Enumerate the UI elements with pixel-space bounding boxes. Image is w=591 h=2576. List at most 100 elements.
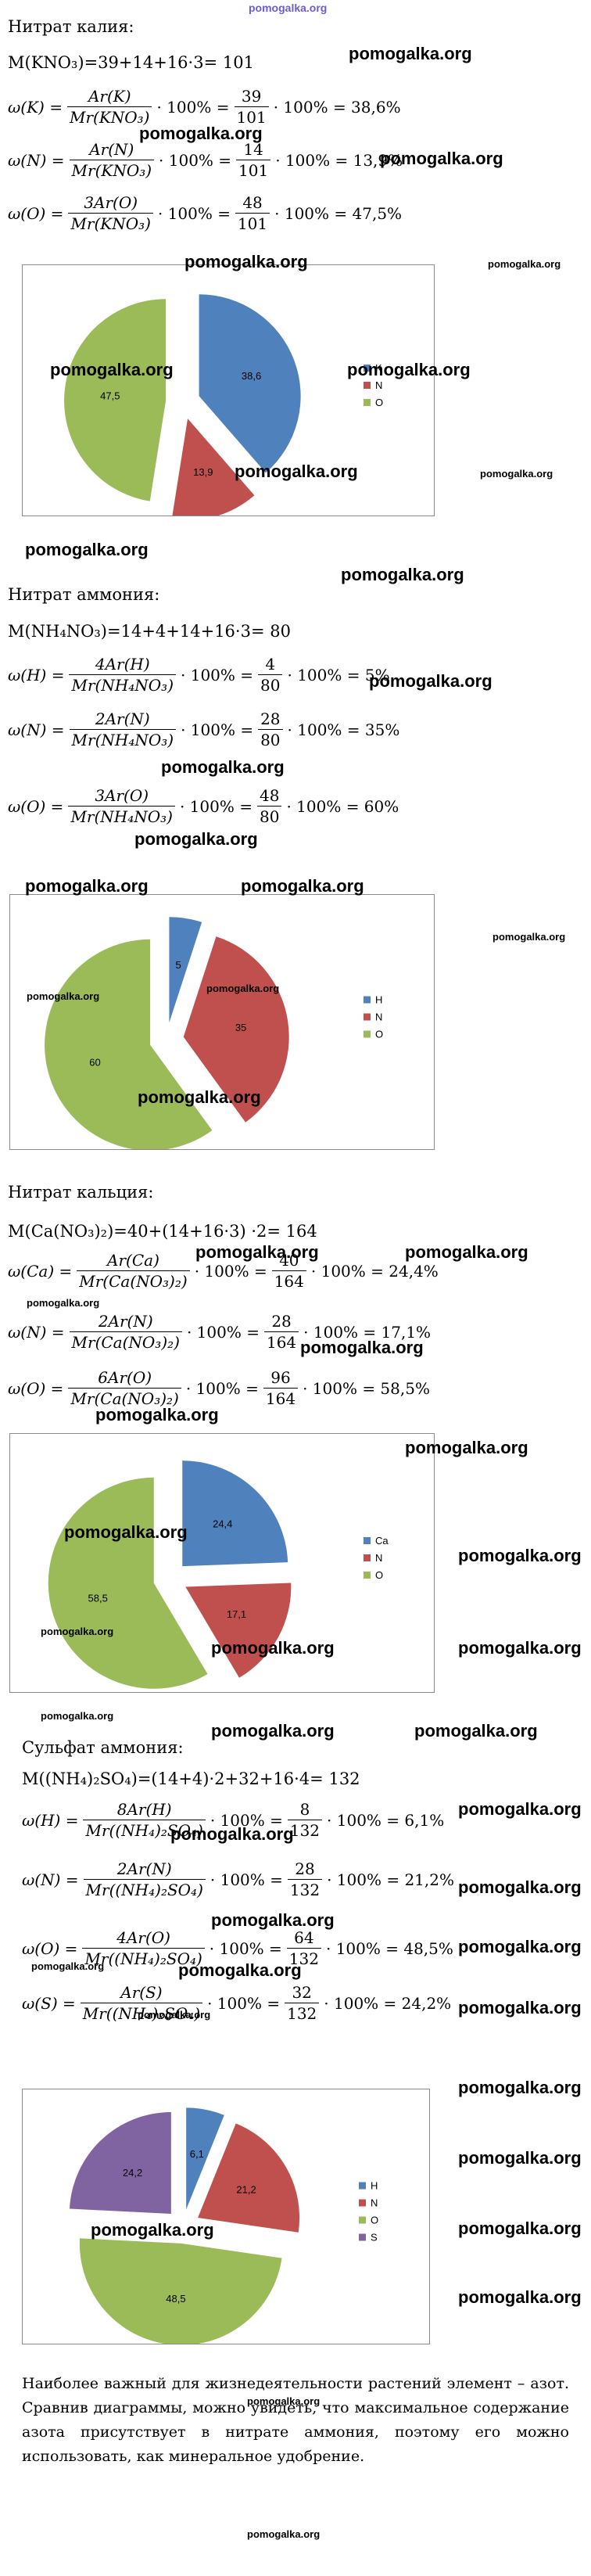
- fraction-denominator: Mr((NH₄)₂SO₄): [83, 1820, 206, 1841]
- watermark: pomogalka.org: [347, 360, 471, 379]
- formula-lhs: ω(Ca) =: [8, 1261, 73, 1281]
- fraction-numerator: Ar(S): [120, 1983, 163, 2002]
- fraction-denominator: 101: [236, 160, 271, 181]
- watermark: pomogalka.org: [369, 671, 492, 691]
- section-title: Сульфат аммония:: [22, 1738, 184, 1757]
- pie-slice-h: [186, 2107, 224, 2210]
- fraction-numerator: 14: [243, 140, 263, 159]
- fraction-denominator: Mr(Ca(NO₃)₂): [68, 1388, 181, 1409]
- formula-result: · 100% = 48,5%: [325, 1938, 453, 1958]
- formula-lhs: ω(N) =: [8, 150, 65, 170]
- watermark: pomogalka.org: [27, 990, 100, 1002]
- pie-data-label: 38,6: [242, 370, 261, 382]
- formula-result: · 100% = 24,2%: [324, 1993, 452, 2013]
- watermark: pomogalka.org: [458, 1998, 582, 2017]
- formula-result: · 100% = 60%: [286, 796, 399, 816]
- pie-slice-k: [199, 294, 301, 473]
- formula-result: · 100% = 58,5%: [303, 1378, 430, 1398]
- watermark: pomogalka.org: [91, 2220, 214, 2240]
- molar-mass: M(KNO₃)=39+14+16·3= 101: [8, 53, 254, 72]
- formula-result: · 100% = 5%: [287, 665, 390, 684]
- pie-slice-n: [185, 1583, 292, 1678]
- section-title: Нитрат кальция:: [8, 1183, 154, 1202]
- pie-chart-box: 5 35 60 H N O: [9, 894, 435, 1151]
- legend-swatch: [364, 382, 371, 389]
- fraction-numerator: 28: [271, 1312, 292, 1331]
- formula-row: ω(N) = Ar(N) Mr(KNO₃) · 100% = 14 101 · 10…: [8, 139, 403, 181]
- watermark: pomogalka.org: [405, 1438, 528, 1457]
- formula-mid: · 100% =: [210, 1870, 283, 1889]
- formula-result: · 100% = 17,1%: [303, 1322, 432, 1342]
- fraction-denominator: 132: [285, 2003, 320, 2024]
- pie-chart-box: 24,4 17,1 58,5 Ca N O: [9, 1433, 435, 1693]
- watermark: pomogalka.org: [241, 876, 364, 896]
- pie-data-label: 58,5: [88, 1592, 108, 1604]
- legend-label: N: [371, 2197, 378, 2209]
- pie-data-label: 17,1: [227, 1608, 246, 1620]
- legend-swatch: [364, 399, 371, 406]
- formula-mid: · 100% =: [209, 1938, 282, 1958]
- fraction-denominator: Mr(NH₄NO₃): [69, 729, 177, 750]
- watermark: pomogalka.org: [380, 149, 503, 168]
- formula-row: ω(N) = 2Ar(N) Mr(NH₄NO₃) · 100% = 28 80 · …: [8, 709, 399, 750]
- watermark: pomogalka.org: [458, 1799, 582, 1819]
- formula-lhs: ω(N) =: [8, 720, 65, 739]
- fraction-denominator: Mr(NH₄NO₃): [69, 674, 177, 695]
- formula-row: ω(O) = 3Ar(O) Mr(NH₄NO₃) · 100% = 48 80 · …: [8, 785, 399, 827]
- section-title: Нитрат калия:: [8, 17, 134, 36]
- fraction-denominator: 80: [258, 674, 283, 695]
- watermark: pomogalka.org: [458, 2219, 582, 2238]
- top-watermark: pomogalka.org: [249, 2, 328, 14]
- formula-mid: · 100% =: [157, 203, 231, 223]
- fraction-numerator: 28: [260, 710, 281, 728]
- watermark: pomogalka.org: [41, 1626, 114, 1637]
- pie-data-label: 13,9: [193, 466, 213, 478]
- watermark: pomogalka.org: [50, 360, 174, 379]
- fraction-denominator: Mr(Ca(NO₃)₂): [69, 1331, 182, 1353]
- legend-label: H: [375, 994, 382, 1006]
- fraction-denominator: 101: [235, 213, 270, 234]
- fraction-denominator: Mr((NH₄)₂SO₄): [82, 1948, 205, 1969]
- watermark: pomogalka.org: [414, 1721, 538, 1741]
- molar-mass: M((NH₄)₂SO₄)=(14+4)·2+32+16·4= 132: [22, 1769, 360, 1788]
- watermark: pomogalka.org: [458, 2287, 582, 2307]
- legend-swatch: [364, 365, 371, 372]
- fraction-denominator: Mr(KNO₃): [66, 106, 152, 128]
- watermark: pomogalka.org: [211, 1910, 335, 1930]
- fraction-numerator: 2Ar(N): [116, 1859, 172, 1878]
- fraction-numerator: Ar(K): [88, 87, 131, 106]
- pie-data-label: 5: [175, 959, 181, 971]
- legend-label: H: [371, 2180, 378, 2192]
- pie-slice-o: [79, 2238, 282, 2345]
- pie-chart-ammonium-nitrate: 5 35 60 HNO: [45, 917, 383, 1151]
- formula-row: ω(Ca) = Ar(Ca) Mr(Ca(NO₃)₂) · 100% = 40 16…: [8, 1250, 439, 1292]
- fraction-denominator: 80: [258, 729, 283, 750]
- watermark: pomogalka.org: [211, 1721, 335, 1741]
- watermark: pomogalka.org: [247, 2395, 321, 2407]
- fraction-denominator: Mr((NH₄)₂SO₄): [80, 2003, 203, 2024]
- pie-data-label: 47,5: [100, 390, 120, 402]
- formula-result: · 100% = 6,1%: [327, 1810, 445, 1830]
- watermark: pomogalka.org: [458, 1877, 582, 1897]
- legend-swatch: [359, 2199, 366, 2207]
- pie-slice-n: [171, 419, 255, 521]
- formula-mid: · 100% =: [181, 665, 254, 684]
- legend-swatch: [359, 2216, 366, 2224]
- pie-slice-n: [183, 936, 289, 1123]
- watermark: pomogalka.org: [178, 1960, 302, 1980]
- pie-slice-o: [48, 1477, 208, 1689]
- legend-label: N: [375, 1552, 382, 1564]
- pie-data-label: 60: [89, 1057, 100, 1069]
- pie-slice-h: [169, 917, 202, 1023]
- watermark: pomogalka.org: [31, 1960, 105, 1972]
- legend-swatch: [364, 1013, 371, 1021]
- formula-mid: · 100% =: [156, 97, 230, 117]
- watermark: pomogalka.org: [25, 876, 149, 896]
- fraction-denominator: 80: [256, 806, 282, 827]
- legend-label: O: [375, 397, 383, 408]
- formula-lhs: ω(N) =: [8, 1322, 65, 1342]
- formula-row: ω(N) = 2Ar(N) Mr((NH₄)₂SO₄) · 100% = 28 13…: [22, 1859, 454, 1900]
- pie-chart-box: 38,6 13,9 47,5 K N O: [22, 264, 435, 521]
- formula-mid: · 100% =: [159, 150, 232, 170]
- watermark: pomogalka.org: [41, 1710, 114, 1722]
